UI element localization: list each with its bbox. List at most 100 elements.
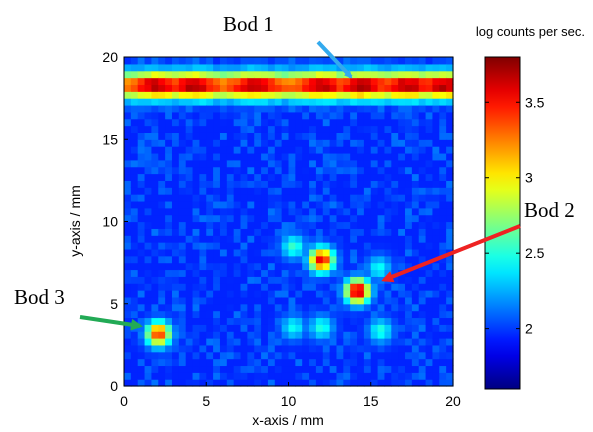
heatmap-cell [315,262,324,271]
heatmap-cell [281,242,290,250]
heatmap-cell [439,344,447,353]
heatmap-cell [185,194,194,202]
heatmap-cell [137,248,146,257]
heatmap-cell [411,194,420,202]
heatmap-cell [405,365,413,373]
heatmap-cell [446,180,454,188]
heatmap-cell [185,303,194,312]
heatmap-cell [130,146,139,154]
heatmap-cell [233,235,242,243]
heatmap-cell [219,228,228,236]
heatmap-cell [144,248,153,257]
heatmap-cell [240,173,248,181]
heatmap-cell [233,125,242,133]
heatmap-cell [343,255,351,264]
heatmap-cell [398,283,406,291]
heatmap-cell [185,200,194,209]
heatmap-cell [295,91,303,99]
heatmap-cell [213,276,221,284]
heatmap-cell [178,365,187,373]
heatmap-cell [185,228,194,236]
heatmap-cell [226,338,235,346]
heatmap-cell [370,331,379,339]
heatmap-cell [350,324,358,332]
heatmap-cell [322,248,331,257]
heatmap-cell [213,159,221,168]
heatmap-cell [322,166,331,175]
heatmap-cell [130,344,139,353]
heatmap-cell [418,91,427,99]
heatmap-cell [336,296,344,305]
heatmap-cell [206,351,214,360]
heatmap-cell [309,194,317,202]
heatmap-cell [137,132,146,140]
heatmap-cell [178,358,187,367]
heatmap-cell [124,269,132,277]
heatmap-cell [124,125,132,133]
heatmap-cell [185,173,194,181]
heatmap-cell [398,207,406,216]
heatmap-cell [343,57,351,65]
heatmap-cell [158,139,166,147]
heatmap-cell [411,235,420,243]
heatmap-cell [213,118,221,127]
heatmap-cell [171,125,180,133]
heatmap-cell [288,248,296,257]
heatmap-cell [233,70,242,79]
heatmap-cell [226,269,235,277]
heatmap-cell [329,180,338,188]
heatmap-cell [288,283,296,291]
heatmap-cell [439,303,447,312]
heatmap-cell [418,242,427,250]
heatmap-cell [309,91,317,99]
heatmap-cell [377,338,386,346]
heatmap-cell [165,365,173,373]
heatmap-cell [199,338,207,346]
heatmap-cell [178,139,187,147]
heatmap-cell [267,255,276,264]
heatmap-cell [254,84,262,92]
heatmap-cell [432,104,440,113]
heatmap-cell [425,104,434,113]
heatmap-cell [302,372,310,380]
heatmap-cell [411,118,420,127]
heatmap-cell [267,159,276,168]
heatmap-cell [192,118,200,127]
heatmap-cell [192,276,200,284]
heatmap-cell [267,152,276,161]
heatmap-cell [391,276,399,284]
heatmap-cell [336,91,344,99]
heatmap-cell [315,77,324,86]
heatmap-cell [357,338,365,346]
heatmap-cell [302,221,310,229]
heatmap-cell [398,248,406,257]
heatmap-cell [185,324,194,332]
heatmap-cell [363,132,372,140]
heatmap-cell [261,379,269,387]
heatmap-cell [261,118,269,127]
heatmap-cell [350,221,358,229]
heatmap-cell [233,317,242,325]
heatmap-cell [178,235,187,243]
heatmap-cell [370,152,379,161]
heatmap-cell [247,276,255,284]
heatmap-cell [405,63,413,72]
heatmap-cell [302,180,310,188]
heatmap-cell [329,77,338,86]
heatmap-cell [446,77,454,86]
heatmap-cell [315,139,324,147]
heatmap-cell [219,159,228,168]
heatmap-cell [151,228,159,236]
heatmap-cell [226,365,235,373]
heatmap-cell [398,242,406,250]
heatmap-cell [213,262,221,271]
heatmap-cell [130,104,139,113]
heatmap-cell [336,194,344,202]
heatmap-cell [363,358,372,367]
heatmap-cell [370,70,379,79]
heatmap-cell [192,91,200,99]
heatmap-cell [213,207,221,216]
heatmap-cell [377,344,386,353]
heatmap-cell [315,310,324,319]
heatmap-cell [178,379,187,387]
